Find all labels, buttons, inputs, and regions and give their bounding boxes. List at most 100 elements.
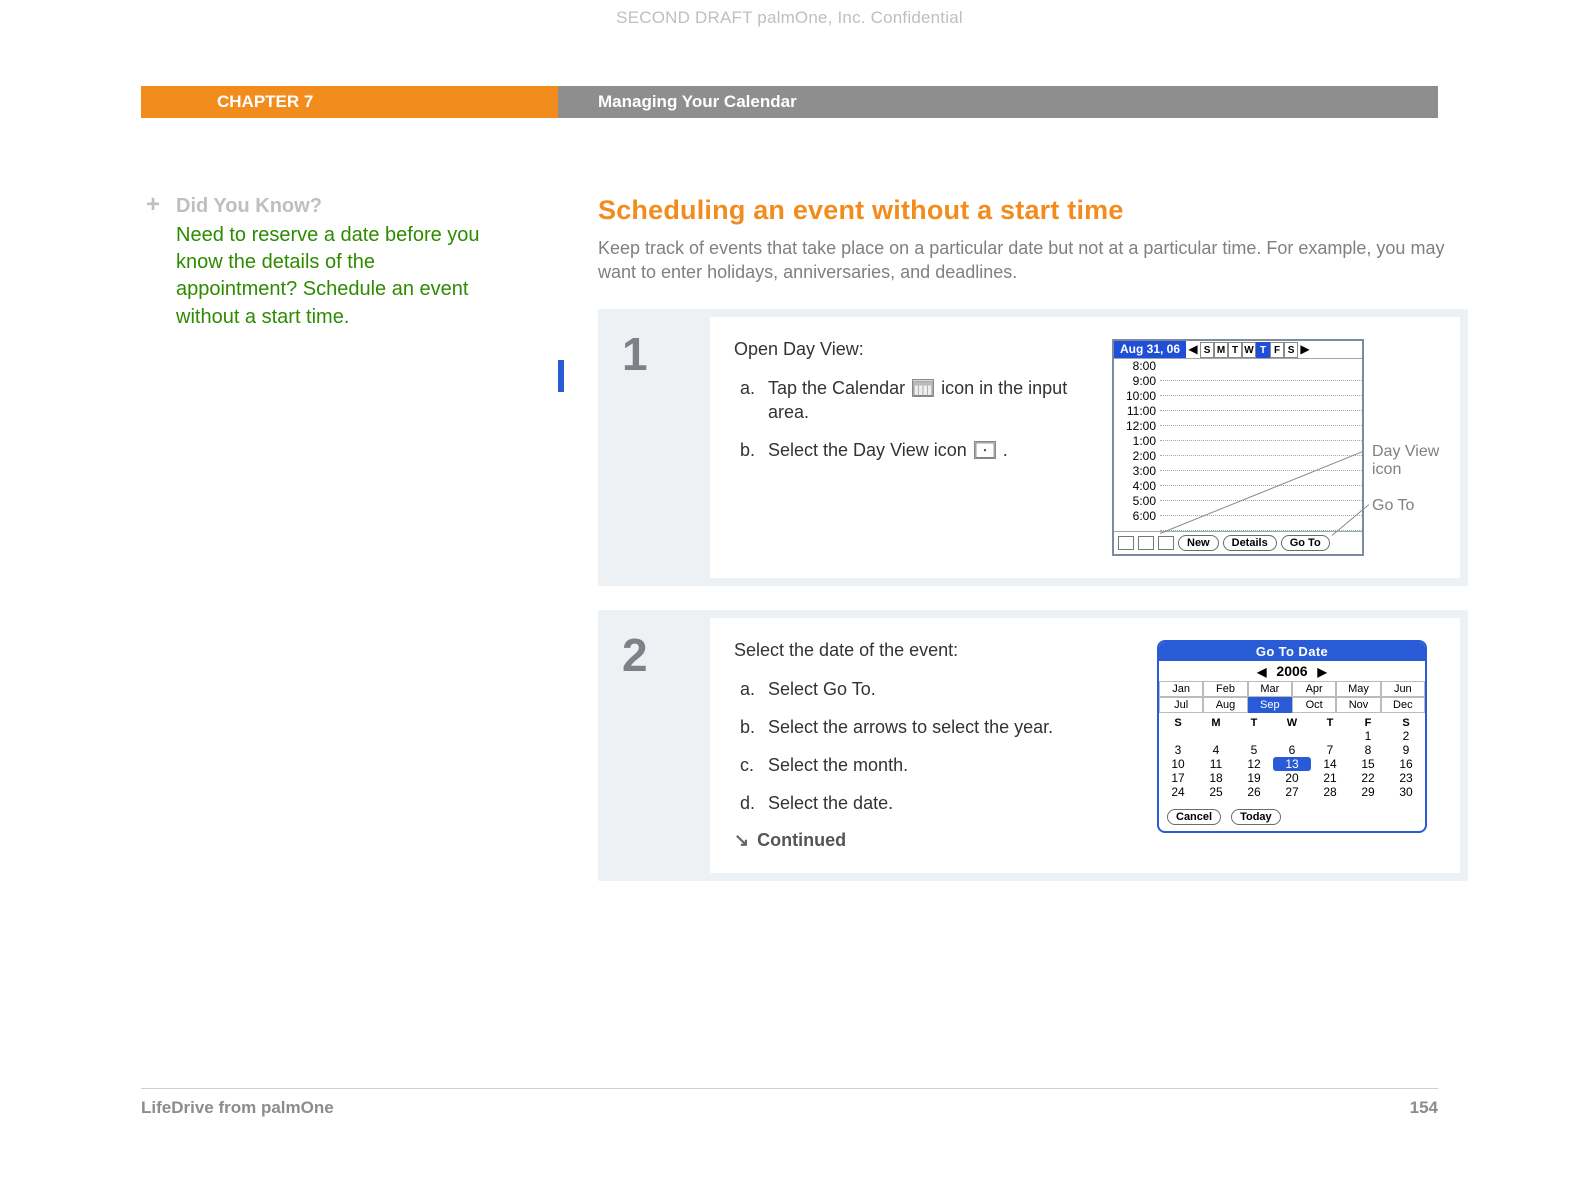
gotodate-month-grid: Jan Feb Mar Apr May Jun Jul Aug Sep Oct … [1159,681,1425,713]
time-row[interactable]: 3:00 [1114,464,1160,479]
gotodate-dialog: Go To Date ◀ 2006 ▶ Jan Feb Mar Apr May [1157,640,1427,833]
cal-day[interactable]: 5 [1235,743,1273,757]
dayview-day-picker[interactable]: S M T W T F S [1200,341,1298,358]
day-m[interactable]: M [1214,342,1228,358]
time-row[interactable]: 4:00 [1114,479,1160,494]
step-number: 1 [598,309,710,586]
cal-day[interactable]: 23 [1387,771,1425,785]
substep-label: b. [740,438,758,462]
step-lead: Open Day View: [734,339,1090,360]
page-footer: LifeDrive from palmOne 154 [141,1098,1438,1118]
year-right-icon[interactable]: ▶ [1311,665,1332,679]
callout-goto: Go To [1372,497,1414,515]
month-sep-selected[interactable]: Sep [1248,697,1292,713]
cal-day[interactable]: 1 [1349,729,1387,743]
cal-day[interactable]: 11 [1197,757,1235,771]
day-f[interactable]: F [1270,342,1284,358]
cal-day[interactable]: 22 [1349,771,1387,785]
day-t-selected[interactable]: T [1256,342,1270,358]
day-s2[interactable]: S [1284,342,1298,358]
cal-day[interactable]: 25 [1197,785,1235,799]
month-apr[interactable]: Apr [1292,681,1336,697]
dayview-time-column: 8:00 9:00 10:00 11:00 12:00 1:00 2:00 3:… [1114,359,1160,531]
time-row[interactable]: 11:00 [1114,404,1160,419]
gotodate-year-row: ◀ 2006 ▶ [1159,661,1425,681]
main-content: Scheduling an event without a start time… [598,195,1468,881]
time-row[interactable]: 8:00 [1114,359,1160,374]
time-row[interactable]: 9:00 [1114,374,1160,389]
cal-day[interactable]: 8 [1349,743,1387,757]
day-t[interactable]: T [1228,342,1242,358]
new-button[interactable]: New [1178,535,1219,551]
month-jul[interactable]: Jul [1159,697,1203,713]
cal-day[interactable]: 29 [1349,785,1387,799]
cal-day[interactable]: 14 [1311,757,1349,771]
year-left-icon[interactable]: ◀ [1251,665,1272,679]
cal-day[interactable]: 16 [1387,757,1425,771]
cal-day-empty [1273,729,1311,743]
substep-text: Select Go To. [768,677,876,701]
cal-day[interactable]: 17 [1159,771,1197,785]
chevron-right-icon[interactable]: ▶ [1298,341,1312,358]
time-row[interactable]: 5:00 [1114,494,1160,509]
cal-day[interactable]: 28 [1311,785,1349,799]
today-button[interactable]: Today [1231,809,1281,825]
margin-marker [558,360,564,392]
view-icon-1[interactable] [1118,536,1134,550]
cal-day[interactable]: 20 [1273,771,1311,785]
calendar-icon [912,379,934,397]
details-button[interactable]: Details [1223,535,1277,551]
month-may[interactable]: May [1336,681,1380,697]
month-mar[interactable]: Mar [1248,681,1292,697]
day-s[interactable]: S [1200,342,1214,358]
month-nov[interactable]: Nov [1336,697,1380,713]
cancel-button[interactable]: Cancel [1167,809,1221,825]
cal-day[interactable]: 4 [1197,743,1235,757]
cal-day[interactable]: 26 [1235,785,1273,799]
month-aug[interactable]: Aug [1203,697,1247,713]
month-oct[interactable]: Oct [1292,697,1336,713]
substep-c: c. Select the month. [740,753,1135,777]
cal-day[interactable]: 19 [1235,771,1273,785]
view-icon-3[interactable] [1158,536,1174,550]
gotodate-year: 2006 [1276,663,1307,679]
month-dec[interactable]: Dec [1381,697,1425,713]
month-jan[interactable]: Jan [1159,681,1203,697]
cal-day[interactable]: 2 [1387,729,1425,743]
substep-b: b. Select the arrows to select the year. [740,715,1135,739]
dayview-device-screenshot: Aug 31, 06 ◀ S M T W T F S ▶ [1112,339,1364,556]
dayview-date[interactable]: Aug 31, 06 [1114,341,1186,358]
cal-day[interactable]: 6 [1273,743,1311,757]
cal-day[interactable]: 18 [1197,771,1235,785]
gotodate-button-row: Cancel Today [1159,803,1425,831]
cal-day[interactable]: 7 [1311,743,1349,757]
time-row[interactable]: 1:00 [1114,434,1160,449]
dayview-slot-column[interactable] [1160,359,1362,531]
cal-day[interactable]: 13 [1273,757,1311,771]
cal-day-empty [1235,729,1273,743]
cal-day[interactable]: 10 [1159,757,1197,771]
cal-day[interactable]: 9 [1387,743,1425,757]
continued-label: Continued [757,830,846,851]
time-row[interactable]: 10:00 [1114,389,1160,404]
view-icon-2[interactable] [1138,536,1154,550]
cal-day[interactable]: 27 [1273,785,1311,799]
cal-day[interactable]: 12 [1235,757,1273,771]
day-w[interactable]: W [1242,342,1256,358]
substep-label: b. [740,715,758,739]
goto-button[interactable]: Go To [1281,535,1330,551]
cal-day[interactable]: 21 [1311,771,1349,785]
cal-day[interactable]: 15 [1349,757,1387,771]
time-row[interactable]: 6:00 [1114,509,1160,524]
month-jun[interactable]: Jun [1381,681,1425,697]
dayview-icon [974,441,996,459]
cal-day[interactable]: 3 [1159,743,1197,757]
step-body: Open Day View: a. Tap the Calendar icon … [710,317,1460,578]
time-row[interactable]: 2:00 [1114,449,1160,464]
chevron-left-icon[interactable]: ◀ [1186,341,1200,358]
time-row[interactable]: 12:00 [1114,419,1160,434]
month-feb[interactable]: Feb [1203,681,1247,697]
cal-day[interactable]: 30 [1387,785,1425,799]
substep-a: a. Select Go To. [740,677,1135,701]
cal-day[interactable]: 24 [1159,785,1197,799]
